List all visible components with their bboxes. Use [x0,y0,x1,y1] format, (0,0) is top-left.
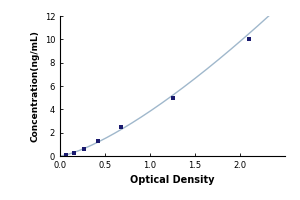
Point [82,147,87,150]
Point [119,125,124,128]
Point [170,96,175,99]
Point [247,38,251,41]
Point [71,151,76,154]
Point [64,153,69,156]
Point [95,140,100,143]
X-axis label: Optical Density: Optical Density [130,175,215,185]
Y-axis label: Concentration(ng/mL): Concentration(ng/mL) [30,30,39,142]
